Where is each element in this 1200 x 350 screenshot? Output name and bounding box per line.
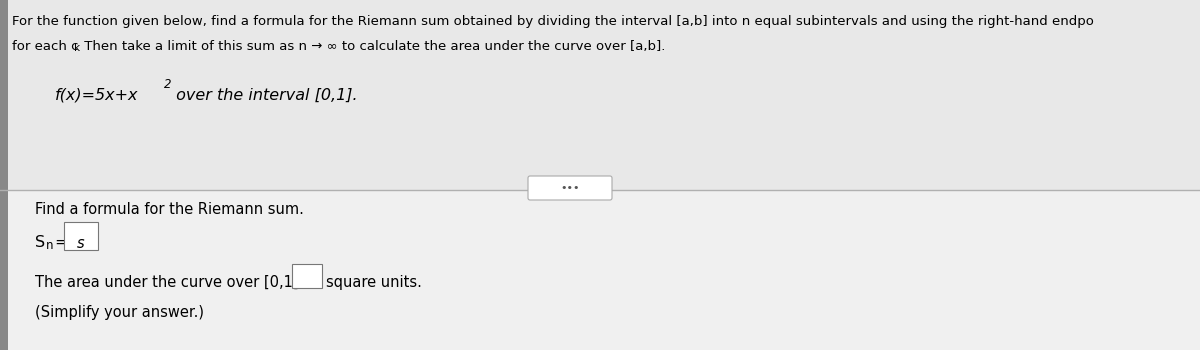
FancyBboxPatch shape <box>64 222 98 250</box>
Bar <box>0 190 1200 350</box>
Text: square units.: square units. <box>326 275 422 290</box>
Text: (Simplify your answer.): (Simplify your answer.) <box>35 305 204 320</box>
Text: Then take a limit of this sum as n → ∞ to calculate the area under the curve ove: Then take a limit of this sum as n → ∞ t… <box>80 40 665 53</box>
Text: k: k <box>74 43 80 53</box>
FancyBboxPatch shape <box>528 176 612 200</box>
Text: for each c: for each c <box>12 40 78 53</box>
Bar <box>0 0 8 350</box>
Text: For the function given below, find a formula for the Riemann sum obtained by div: For the function given below, find a for… <box>12 15 1094 28</box>
Text: •••: ••• <box>560 183 580 193</box>
Text: S: S <box>35 235 46 250</box>
Text: =: = <box>54 235 67 250</box>
Text: over the interval [0,1].: over the interval [0,1]. <box>172 88 358 103</box>
Text: Find a formula for the Riemann sum.: Find a formula for the Riemann sum. <box>35 202 304 217</box>
Text: 2: 2 <box>164 78 172 91</box>
Bar <box>0 0 1200 190</box>
Text: s: s <box>77 236 85 251</box>
Text: f(x)=5x+x: f(x)=5x+x <box>55 88 138 103</box>
Text: The area under the curve over [0,1] is: The area under the curve over [0,1] is <box>35 275 316 290</box>
FancyBboxPatch shape <box>292 264 322 288</box>
Text: n: n <box>46 239 54 252</box>
